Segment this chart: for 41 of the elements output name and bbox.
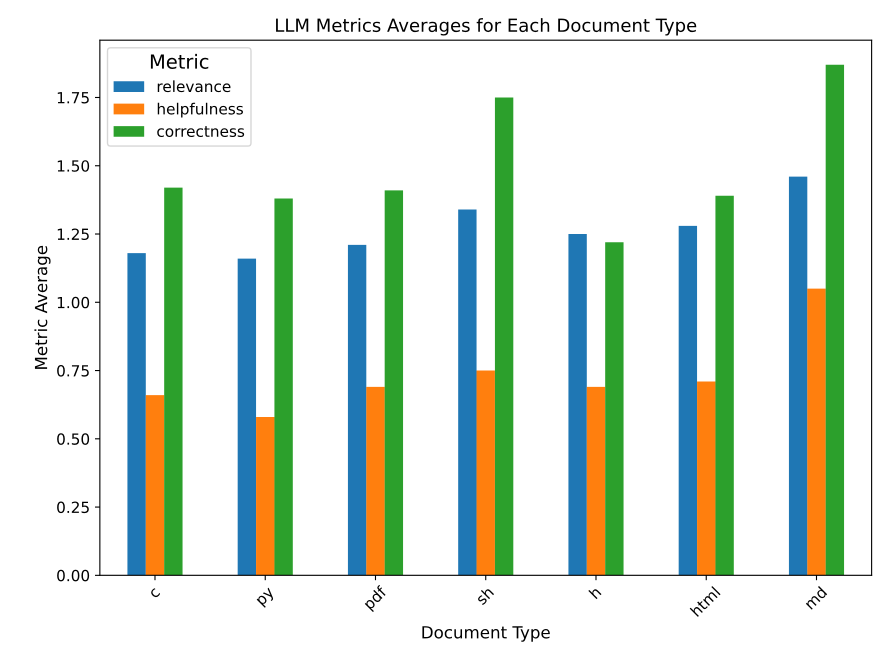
- x-tick-label: c: [150, 588, 160, 599]
- bar: [256, 416, 274, 576]
- y-tick-label: 0.50: [57, 433, 90, 445]
- y-tick-label: 0.75: [57, 365, 89, 377]
- bar: [568, 234, 587, 576]
- x-tick-label: md: [804, 586, 828, 610]
- bar: [715, 196, 734, 576]
- bar: [458, 209, 477, 576]
- bar: [605, 242, 624, 576]
- legend-label: helpfulness: [158, 102, 243, 118]
- y-tick-label: 1.75: [58, 92, 89, 104]
- y-tick-label: 1.00: [58, 296, 90, 308]
- chart-title: LLM Metrics Averages for Each Document Type: [276, 18, 696, 36]
- bar: [384, 190, 404, 576]
- y-tick-label: 1.50: [58, 160, 90, 172]
- bar: [826, 64, 844, 576]
- bar: [127, 253, 146, 576]
- x-tick-label: h: [588, 586, 602, 600]
- bar: [586, 386, 606, 576]
- x-tick-label: py: [256, 588, 277, 608]
- legend-label: relevance: [158, 80, 230, 92]
- bar: [697, 381, 716, 576]
- y-tick-label: 1.25: [58, 228, 89, 240]
- bar: [494, 97, 514, 576]
- x-axis-title: Document Type: [422, 626, 550, 642]
- legend-label: correctness: [157, 126, 244, 138]
- bar: [348, 244, 366, 576]
- legend-title: Metric: [150, 54, 208, 69]
- y-tick-label: 0.25: [57, 502, 89, 514]
- y-axis-title: Metric Average: [34, 246, 51, 369]
- bar: [146, 395, 164, 576]
- bar: [274, 198, 293, 576]
- bar: [678, 226, 698, 576]
- bar: [164, 188, 183, 576]
- x-tick-label: sh: [474, 586, 494, 606]
- bar: [476, 370, 495, 576]
- bar: [788, 176, 808, 576]
- bar: [807, 288, 826, 576]
- y-tick-label: 0.00: [57, 570, 90, 582]
- bar: [238, 258, 256, 576]
- bar: [366, 386, 385, 576]
